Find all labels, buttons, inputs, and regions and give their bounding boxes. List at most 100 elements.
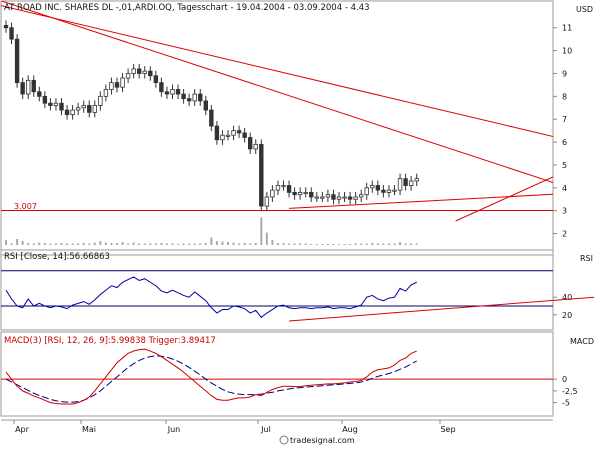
- candle-body: [142, 70, 147, 74]
- rsi-y-tick-label: 40: [562, 293, 572, 302]
- rsi-y-tick-label: 20: [562, 311, 572, 320]
- candle-body: [103, 89, 109, 97]
- brand-mark: tradesignal.com: [279, 435, 355, 445]
- candle-body: [236, 130, 242, 134]
- candle-body: [364, 187, 369, 196]
- candle-body: [59, 102, 64, 111]
- candle-body: [320, 196, 325, 199]
- volume-bar: [149, 243, 152, 245]
- candle-body: [131, 68, 136, 74]
- macd-y-tick-label: 0: [562, 375, 567, 384]
- price-trendline: [455, 176, 553, 222]
- candle-body: [253, 143, 258, 150]
- x-tick-label: Sep: [440, 425, 455, 434]
- brand-text: tradesignal.com: [290, 436, 355, 445]
- volume-bar: [132, 242, 135, 245]
- volume-bar: [227, 242, 229, 245]
- candle-body: [9, 27, 14, 40]
- price-panel-frame: [0, 0, 554, 256]
- volume-bar: [82, 243, 85, 245]
- candle-body: [325, 194, 331, 198]
- candle-body: [214, 125, 220, 141]
- volume-bar: [138, 243, 141, 245]
- volume-bar: [160, 243, 163, 245]
- candle-body: [109, 82, 114, 90]
- candle-body: [303, 191, 308, 194]
- rsi-axis-label: RSI: [580, 254, 593, 263]
- volume-bar: [249, 243, 252, 245]
- candle-body: [358, 194, 364, 198]
- volume-bar: [32, 243, 35, 245]
- macd-layer: 0 -2,5 -5: [1, 348, 578, 408]
- candle-body: [375, 185, 381, 191]
- chart-title: AT ROAD INC. SHARES DL -,01,ARDI.OQ, Tag…: [4, 3, 370, 13]
- candle-body: [259, 143, 264, 207]
- candle-body: [381, 189, 386, 193]
- macd-y-tick-label: -2,5: [562, 387, 578, 396]
- candle-body: [247, 137, 253, 150]
- candle-body: [159, 82, 164, 93]
- macd-y-tick-label: -5: [562, 399, 570, 408]
- candle-body: [353, 196, 358, 200]
- candle-body: [70, 109, 75, 116]
- volume-bar: [354, 243, 357, 245]
- candle-body: [186, 98, 192, 102]
- candle-body: [170, 89, 175, 95]
- volume-bar: [265, 232, 268, 245]
- candle-body: [342, 196, 347, 199]
- volume-bar: [54, 243, 57, 245]
- volume-bar: [365, 243, 368, 245]
- price-y-tick-label: 4: [562, 184, 567, 193]
- macd-line: [5, 348, 417, 405]
- candle-body: [125, 73, 131, 79]
- candle-body: [164, 91, 170, 95]
- volume-bar: [349, 244, 352, 245]
- x-tick-label: Apr: [15, 425, 30, 434]
- volume-bar: [282, 243, 285, 245]
- candle-body: [25, 79, 31, 95]
- x-tick-label: Aug: [342, 425, 358, 434]
- volume-bar: [321, 244, 324, 245]
- volume-bar: [93, 242, 96, 245]
- candle-body: [181, 93, 186, 100]
- volume-bar: [260, 217, 263, 245]
- x-tick-label: Jun: [167, 425, 181, 434]
- volume-bar: [165, 243, 168, 245]
- candle-body: [392, 189, 397, 192]
- candle-body: [403, 178, 408, 186]
- volume-bar: [315, 244, 318, 245]
- candle-body: [120, 77, 125, 88]
- volume-bar: [154, 243, 157, 245]
- candle-body: [309, 191, 314, 198]
- candle-body: [114, 82, 120, 88]
- volume-bar: [371, 243, 374, 245]
- candle-body: [14, 38, 20, 84]
- candle-body: [92, 105, 97, 113]
- rsi-trendline: [289, 296, 595, 322]
- candle-body: [31, 79, 36, 93]
- macd-panel-frame: [0, 331, 554, 417]
- candle-body: [370, 185, 375, 189]
- volume-bar: [326, 244, 329, 245]
- candle-body: [331, 194, 336, 200]
- candle-body: [209, 109, 214, 127]
- candle-body: [81, 105, 86, 109]
- x-tick-label: Mai: [82, 425, 96, 434]
- volume-bar: [387, 243, 390, 245]
- rsi-title: RSI [Close, 14]:56.66863: [4, 252, 110, 262]
- candle-body: [203, 100, 208, 111]
- volume-bar: [415, 243, 418, 245]
- volume-bar: [382, 243, 385, 245]
- volume-bar: [99, 241, 102, 245]
- rsi-panel-frame: [0, 249, 554, 331]
- volume-bar: [182, 243, 185, 245]
- candle-body: [225, 134, 231, 137]
- volume-bar: [238, 243, 241, 245]
- candle-body: [148, 70, 153, 77]
- volume-bar: [215, 241, 218, 245]
- volume-bar: [221, 241, 224, 245]
- candle-body: [75, 107, 81, 111]
- volume-bar: [299, 243, 302, 245]
